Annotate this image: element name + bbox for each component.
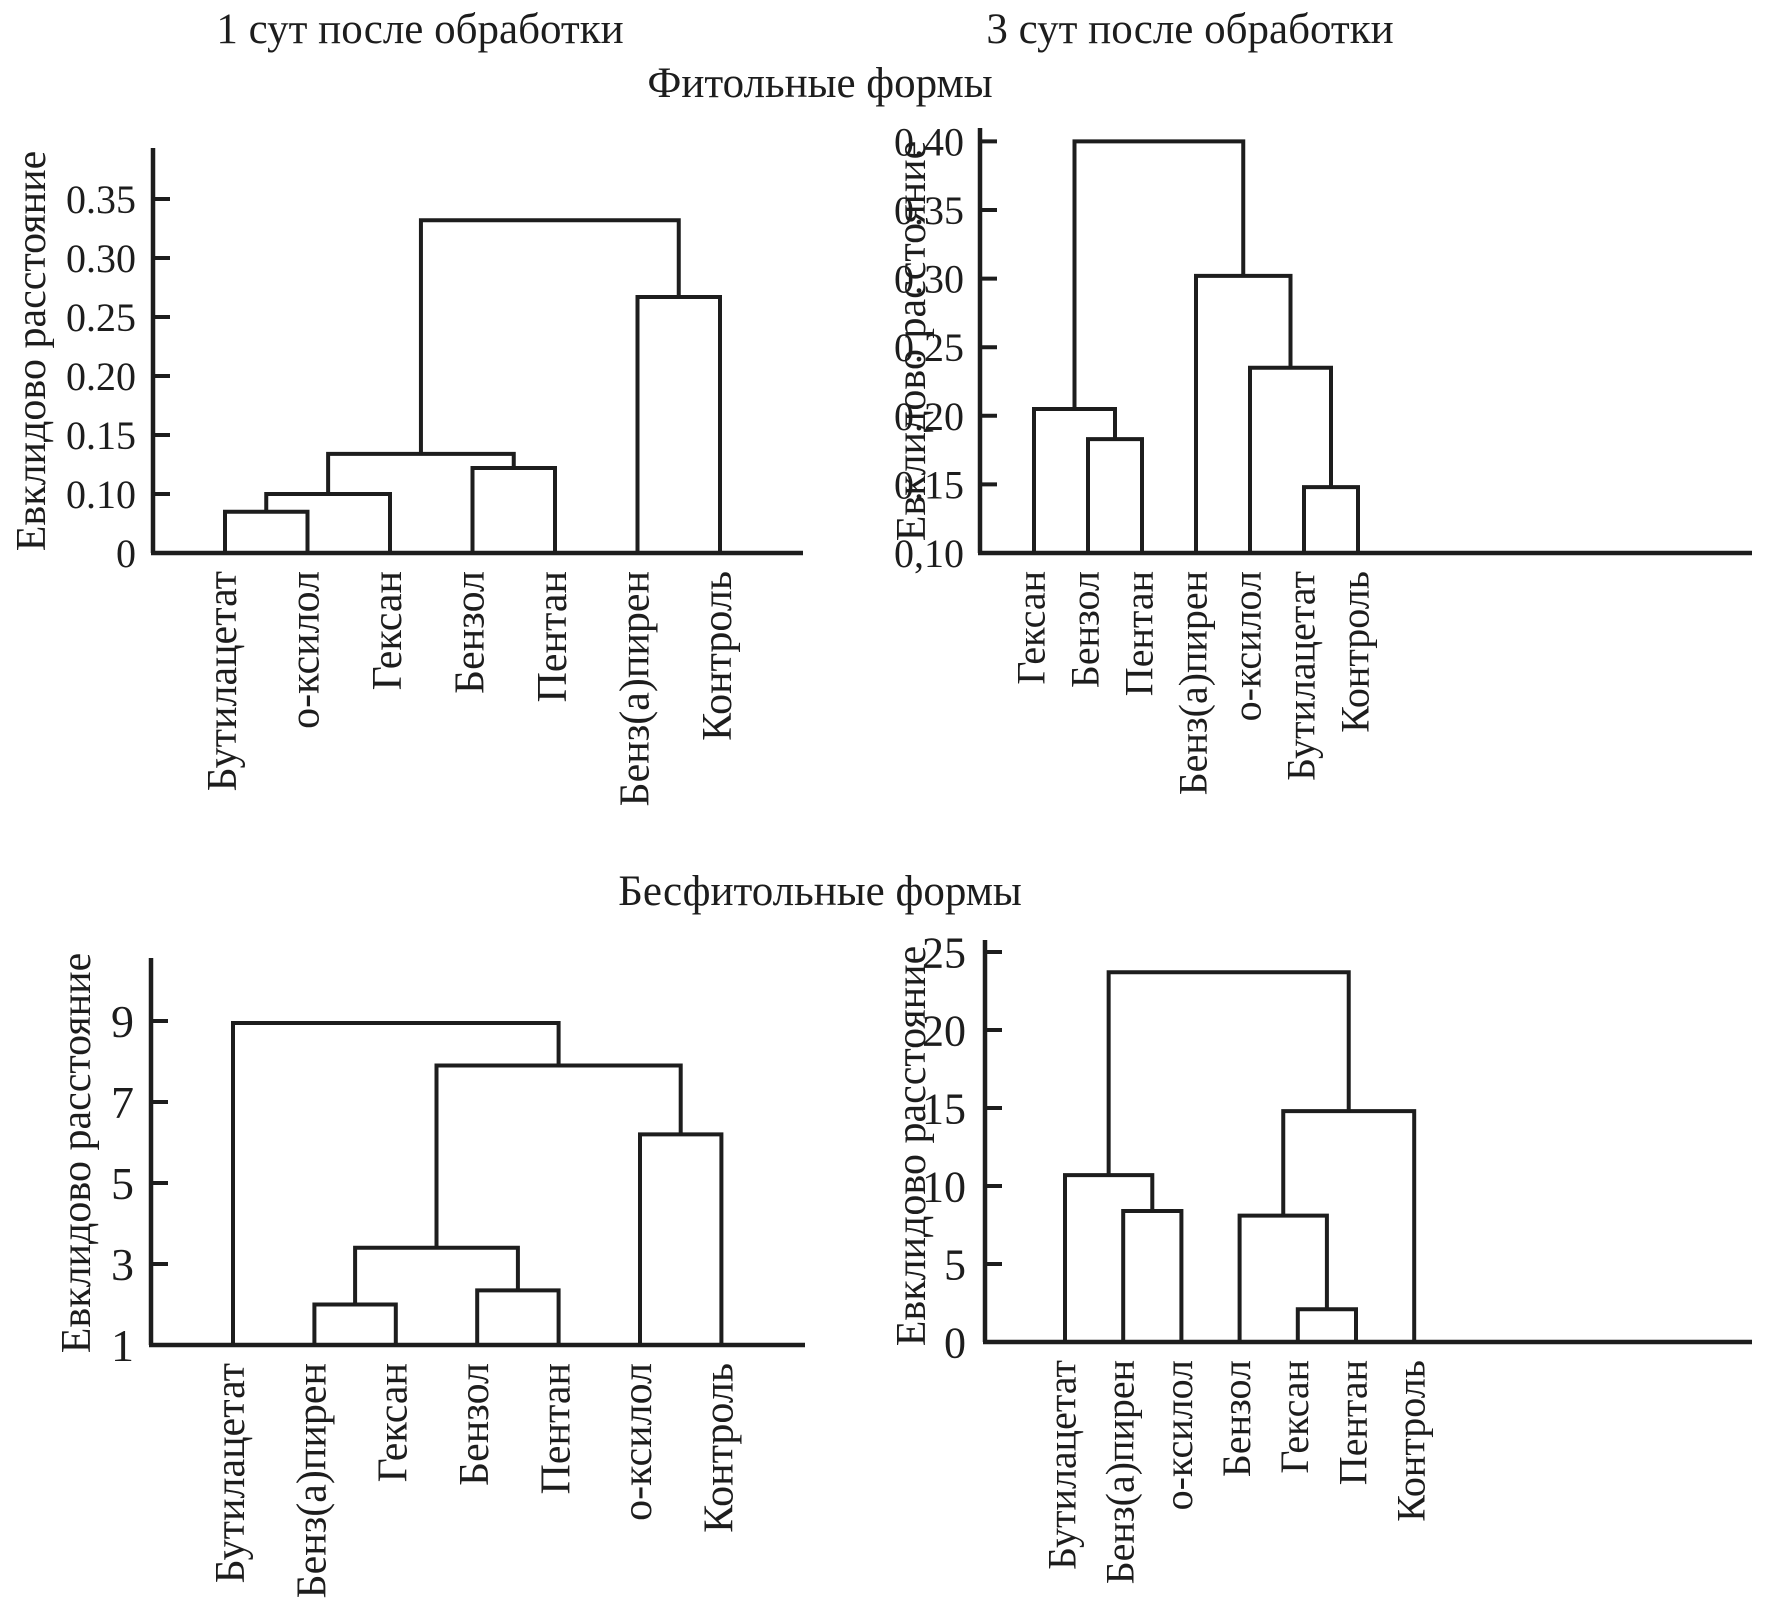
x-leaf-label: Бенз(а)пирен bbox=[1170, 571, 1215, 795]
y-tick-label: 0 bbox=[116, 531, 136, 576]
dendrogram-link bbox=[1302, 485, 1360, 553]
dendrogram-link bbox=[1248, 365, 1333, 553]
group-title-nonphytol-forms: Бесфитольные формы bbox=[618, 868, 1022, 915]
y-tick-label: 0 bbox=[944, 1318, 966, 1367]
y-tick-label: 10 bbox=[922, 1162, 966, 1211]
y-tick-label: 0.25 bbox=[66, 295, 136, 340]
column-title-day3: 3 сут после обработки bbox=[986, 6, 1394, 53]
dendrogram-link bbox=[312, 1302, 398, 1345]
x-leaf-label: Контроль bbox=[695, 571, 741, 741]
x-leaf-label: Пентан bbox=[530, 571, 576, 702]
y-tick-label: 7 bbox=[111, 1077, 134, 1128]
dendrogram-link bbox=[1032, 406, 1117, 553]
dendrogram-chart-bottom-right: 0 5 10 15 20 25 Бутилацетат Бенз(а)пирен о-ксило… bbox=[922, 928, 1752, 1584]
y-tick-label: 0.15 bbox=[894, 462, 964, 507]
x-leaf-label: Бутилацетат bbox=[1278, 571, 1323, 781]
y-tick-label: 0.25 bbox=[894, 325, 964, 370]
x-leaf-label: Гексан bbox=[371, 1363, 417, 1482]
dendrogram-chart-top-left: 0 0.10 0.15 0.20 0.25 0.30 0.35 Бутилацетат о-кс… bbox=[66, 148, 803, 807]
y-tick-label: 0.20 bbox=[894, 394, 964, 439]
x-leaf-label: Бутилацетат bbox=[1039, 1360, 1084, 1570]
dendrogram-link bbox=[1237, 1213, 1329, 1342]
x-leaf-label: Контроль bbox=[1332, 571, 1377, 733]
y-tick-label: 20 bbox=[922, 1006, 966, 1055]
dendrogram-link bbox=[418, 218, 681, 454]
dendrogram-link bbox=[1194, 273, 1293, 553]
y-tick-label: 0,10 bbox=[894, 531, 964, 576]
dendrogram-chart-bottom-left: 1 3 5 7 9 Бутилацетат Бенз(а)пирен Гексан Бензол… bbox=[111, 958, 805, 1599]
y-tick-label: 5 bbox=[111, 1158, 134, 1209]
x-leaf-label: Гексан bbox=[1272, 1360, 1317, 1474]
dendrogram-link bbox=[353, 1245, 520, 1305]
x-leaf-label: о-ксилол bbox=[615, 1363, 661, 1521]
x-leaf-label: Бензол bbox=[452, 1363, 498, 1486]
dendrogram-link bbox=[1072, 139, 1246, 409]
x-leaf-label: о-ксилол bbox=[1224, 571, 1269, 721]
y-tick-label: 0.10 bbox=[66, 472, 136, 517]
y-tick-label: 0.20 bbox=[66, 354, 136, 399]
dendrogram-link bbox=[326, 451, 516, 494]
y-tick-label: 0.40 bbox=[894, 119, 964, 164]
x-leaf-label: Контроль bbox=[696, 1363, 742, 1533]
dendrogram-link bbox=[635, 294, 722, 553]
y-tick-label: 1 bbox=[111, 1320, 134, 1371]
dendrogram-link bbox=[1295, 1307, 1358, 1342]
y-tick-label: 3 bbox=[111, 1239, 134, 1290]
dendrogram-link bbox=[475, 1288, 561, 1345]
y-tick-label: 15 bbox=[922, 1084, 966, 1133]
dendrogram-link bbox=[638, 1132, 724, 1345]
dendrogram-link bbox=[1086, 437, 1144, 553]
x-leaf-label: Бутилацетат bbox=[200, 571, 246, 791]
dendrogram-link bbox=[1063, 1173, 1155, 1342]
x-leaf-label: Бенз(а)пирен bbox=[612, 571, 658, 807]
group-title-phytol-forms: Фитольные формы bbox=[647, 60, 993, 107]
dendrogram-link bbox=[264, 492, 392, 553]
x-leaf-label: Бензол bbox=[447, 571, 493, 694]
dendrogram-link bbox=[1106, 970, 1351, 1176]
dendrogram-link bbox=[231, 1021, 561, 1345]
x-leaf-label: Пентан bbox=[1116, 571, 1161, 696]
x-leaf-label: Бензол bbox=[1062, 571, 1107, 688]
dendrogram-link bbox=[1121, 1208, 1184, 1342]
y-tick-label: 0.35 bbox=[894, 188, 964, 233]
x-leaf-label: Бензол bbox=[1214, 1360, 1259, 1477]
x-leaf-label: Бутилацетат bbox=[208, 1363, 254, 1583]
y-tick-label: 25 bbox=[922, 928, 966, 977]
x-leaf-label: Пентан bbox=[534, 1363, 580, 1494]
x-leaf-label: Бенз(а)пирен bbox=[289, 1363, 335, 1599]
y-tick-label: 5 bbox=[944, 1240, 966, 1289]
x-leaf-label: Пентан bbox=[1330, 1360, 1375, 1485]
x-leaf-label: Бенз(а)пирен bbox=[1098, 1360, 1143, 1584]
x-leaf-label: о-ксилол bbox=[1156, 1360, 1201, 1510]
dendrogram-link bbox=[470, 466, 557, 553]
y-tick-label: 0.35 bbox=[66, 177, 136, 222]
column-title-day1: 1 сут после обработки bbox=[216, 6, 624, 53]
x-leaf-label: Контроль bbox=[1389, 1360, 1434, 1522]
dendrogram-link bbox=[434, 1063, 683, 1248]
x-leaf-label: Гексан bbox=[1008, 571, 1053, 685]
dendrogram-link bbox=[223, 509, 310, 553]
y-tick-label: 0.30 bbox=[66, 236, 136, 281]
y-tick-label: 0.30 bbox=[894, 257, 964, 302]
y-tick-label: 0.15 bbox=[66, 413, 136, 458]
x-leaf-label: о-ксилол bbox=[282, 571, 328, 729]
dendrogram-chart-top-right: 0,10 0.15 0.20 0.25 0.30 0.35 0.40 Гексан Бензол… bbox=[894, 119, 1752, 795]
x-leaf-label: Гексан bbox=[365, 571, 411, 690]
y-tick-label: 9 bbox=[111, 996, 134, 1047]
